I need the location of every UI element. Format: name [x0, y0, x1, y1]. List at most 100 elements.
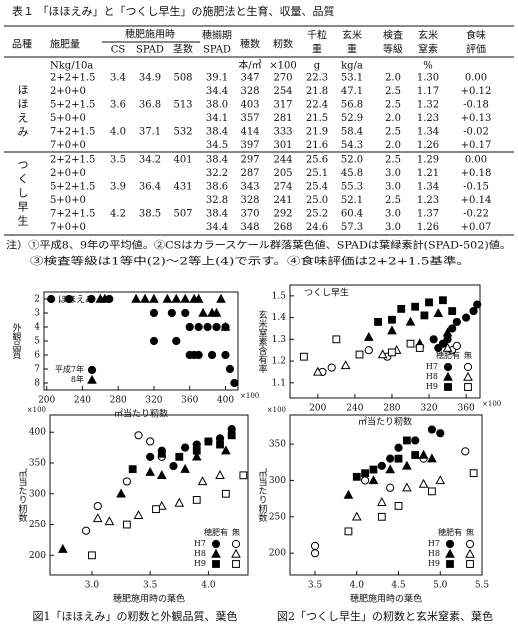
table-cell: 54.3	[341, 140, 363, 151]
point	[361, 469, 370, 478]
point	[122, 520, 131, 529]
point	[157, 449, 166, 458]
point	[355, 350, 364, 359]
table-cell: 39.1	[206, 73, 228, 84]
legend-marker	[444, 383, 452, 391]
column-header: 穂数	[240, 38, 260, 51]
legend-label: H7	[194, 539, 206, 548]
table-cell: 25.6	[306, 155, 328, 166]
table-cell: +0.17	[461, 140, 492, 151]
table-cell: 431	[173, 182, 192, 193]
table-cell: 24.6	[306, 222, 328, 233]
table-cell: 3.5	[110, 155, 126, 166]
point	[57, 543, 68, 553]
point	[225, 364, 235, 374]
point	[394, 454, 403, 463]
table-cell: 3.0	[385, 209, 401, 220]
table-cell: 414	[240, 127, 259, 138]
table-cell: +0.12	[461, 86, 492, 97]
legend-label: H8	[194, 549, 206, 558]
point	[133, 510, 144, 520]
group-header: 穂肥施用時	[125, 28, 175, 41]
column-header: 検査	[383, 29, 403, 42]
legend-label: H8	[428, 549, 440, 558]
legend-label: H9	[428, 559, 440, 568]
table-cell: 25.2	[306, 209, 328, 220]
x-tick-label: 4.5	[391, 581, 406, 591]
table-cell: 5+0+0	[50, 195, 86, 206]
table-cell: 38.0	[206, 100, 228, 111]
point	[452, 317, 461, 327]
table-cell: 328	[240, 195, 259, 206]
y-tick-label: 200	[269, 549, 286, 559]
x-tick-label: 200	[38, 396, 55, 406]
unit-label: g	[314, 61, 321, 72]
table-cell: 347	[240, 73, 259, 84]
column-header: SPAD	[136, 45, 164, 56]
point	[167, 308, 176, 318]
point	[93, 501, 102, 511]
point	[149, 293, 159, 303]
point	[47, 294, 56, 304]
point	[351, 511, 362, 521]
table-cell: 34.2	[139, 155, 161, 166]
table-cell: 3.9	[110, 182, 126, 193]
point	[82, 526, 91, 535]
legend-title: 無	[232, 527, 240, 537]
legend-marker	[443, 371, 453, 381]
point	[340, 360, 351, 370]
x-tick-label: 4.0	[201, 581, 216, 591]
y-axis-label: ㎡当たり籾数	[257, 468, 268, 523]
point	[402, 460, 412, 470]
table-cell: 0.00	[465, 73, 487, 84]
point	[180, 293, 191, 303]
legend-marker	[446, 560, 454, 568]
y-axis-label: ㎡当たり籾数	[17, 468, 28, 523]
point	[427, 425, 437, 434]
table-cell: 274	[273, 182, 292, 193]
y-tick-label: 2	[34, 295, 40, 305]
legend-marker	[231, 539, 241, 549]
table-cell: 1.21	[417, 168, 439, 179]
point	[192, 446, 201, 455]
point	[149, 308, 159, 318]
point	[156, 470, 167, 480]
table-cell: 2+0+0	[50, 86, 86, 97]
table-cell: 47.1	[341, 86, 363, 97]
table-cell: 397	[240, 140, 259, 151]
table-cell: 52.0	[341, 155, 363, 166]
table-cell: 297	[240, 155, 259, 166]
point	[327, 363, 336, 372]
point	[420, 311, 429, 320]
variety-label: つくし早生	[16, 159, 29, 229]
x-tick-label: 280	[383, 404, 400, 414]
legend-label: H9	[194, 559, 206, 568]
table-cell: 3.0	[385, 182, 401, 193]
point	[394, 502, 403, 510]
legend-marker	[87, 365, 97, 375]
point	[332, 335, 341, 344]
point	[181, 443, 190, 452]
table-cell: 4.2	[110, 209, 126, 220]
table-cell: 32.2	[206, 168, 228, 179]
point	[418, 449, 429, 459]
point	[181, 308, 190, 318]
point	[230, 378, 239, 388]
point	[169, 461, 178, 471]
point	[180, 463, 190, 473]
point	[388, 348, 396, 357]
table-cell: 1.30	[417, 73, 439, 84]
chart-title: ほほえみ	[58, 295, 94, 306]
table-cell: 205	[273, 168, 292, 179]
x-tick-label: 360	[181, 396, 198, 406]
plot-frame	[289, 414, 483, 576]
table-cell: 507	[173, 209, 192, 220]
y-tick-label: 400	[29, 428, 46, 438]
point	[149, 336, 159, 346]
point	[99, 293, 110, 303]
legend-title: 穂肥有	[436, 350, 460, 360]
point	[216, 440, 224, 449]
point	[469, 306, 478, 316]
point	[204, 437, 213, 446]
point	[203, 322, 212, 332]
